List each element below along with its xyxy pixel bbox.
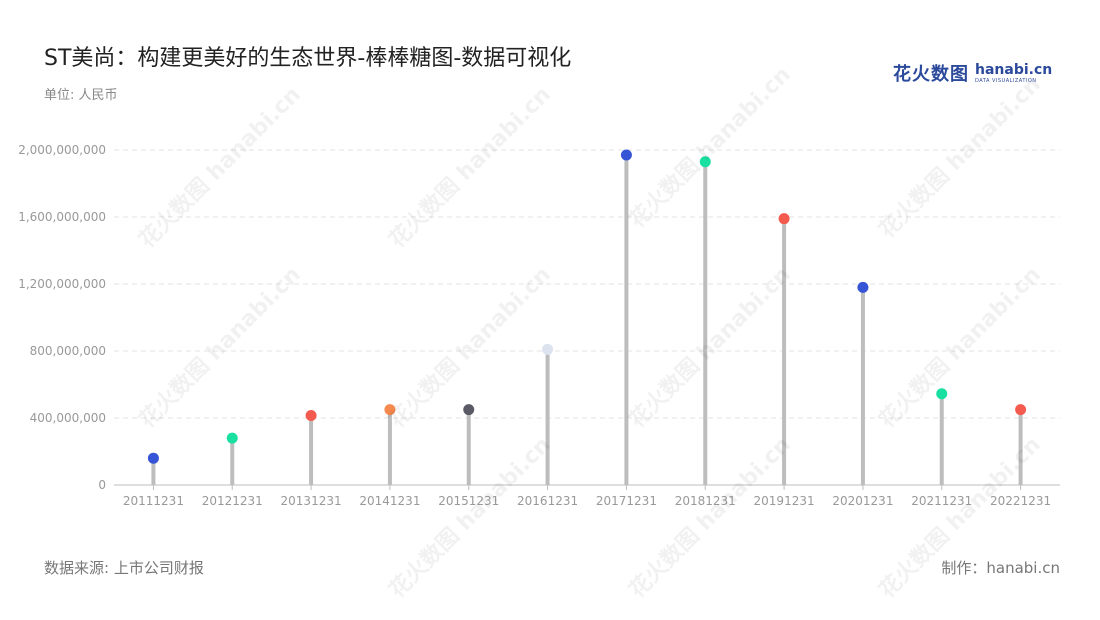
lollipop-dot bbox=[226, 432, 238, 444]
maker-credit: 制作：hanabi.cn bbox=[941, 559, 1060, 577]
y-tick-label: 2,000,000,000 bbox=[18, 143, 106, 157]
brand-cn-text: 花火数图 bbox=[893, 64, 969, 85]
y-tick-label: 1,600,000,000 bbox=[18, 210, 106, 224]
lollipop-dot bbox=[384, 404, 396, 416]
x-tick-label: 20161231 bbox=[517, 494, 578, 508]
x-tick-label: 20111231 bbox=[123, 494, 184, 508]
brand-sub-text: DATA VISUALIZATION bbox=[975, 77, 1037, 84]
y-tick-label: 400,000,000 bbox=[30, 411, 106, 425]
x-tick-label: 20121231 bbox=[202, 494, 263, 508]
stems-layer bbox=[151, 155, 1023, 485]
lollipop-dot bbox=[620, 149, 632, 161]
x-tick-label: 20201231 bbox=[832, 494, 893, 508]
y-tick-label: 0 bbox=[98, 478, 106, 492]
brand-en-text: hanabi.cn bbox=[975, 61, 1053, 78]
lollipop-dot bbox=[699, 156, 711, 168]
x-tick-label: 20191231 bbox=[754, 494, 815, 508]
grid-layer bbox=[114, 149, 1060, 419]
x-tick-label: 20151231 bbox=[438, 494, 499, 508]
lollipop-dot bbox=[542, 343, 554, 355]
lollipop-dot bbox=[936, 388, 948, 400]
lollipop-dot bbox=[778, 213, 790, 225]
lollipop-dot bbox=[1015, 404, 1027, 416]
lollipop-dot bbox=[857, 281, 869, 293]
chart-title: ST美尚：构建更美好的生态世界-棒棒糖图-数据可视化 bbox=[44, 46, 572, 71]
x-tick-label: 20181231 bbox=[675, 494, 736, 508]
y-tick-label: 1,200,000,000 bbox=[18, 277, 106, 291]
y-tick-label: 800,000,000 bbox=[30, 344, 106, 358]
x-tick-label: 20221231 bbox=[990, 494, 1051, 508]
x-tick-label: 20141231 bbox=[359, 494, 420, 508]
y-axis-ticks: 0 400,000,000 800,000,000 1,200,000,000 1,60… bbox=[18, 143, 106, 492]
x-tick-label: 20131231 bbox=[281, 494, 342, 508]
lollipop-dot bbox=[463, 404, 475, 416]
unit-label: 单位: 人民币 bbox=[44, 88, 118, 103]
x-tick-label: 20171231 bbox=[596, 494, 657, 508]
brand-logo: 花火数图 hanabi.cn DATA VISUALIZATION bbox=[893, 60, 1052, 86]
lollipop-dot bbox=[147, 452, 159, 464]
x-axis-ticks: 20111231 20121231 20131231 20141231 20151231… bbox=[123, 485, 1051, 508]
brand-en-block: hanabi.cn DATA VISUALIZATION bbox=[975, 63, 1052, 84]
dots-layer bbox=[147, 149, 1027, 464]
x-tick-label: 20211231 bbox=[911, 494, 972, 508]
data-source: 数据来源: 上市公司财报 bbox=[44, 559, 204, 577]
lollipop-dot bbox=[305, 409, 317, 421]
